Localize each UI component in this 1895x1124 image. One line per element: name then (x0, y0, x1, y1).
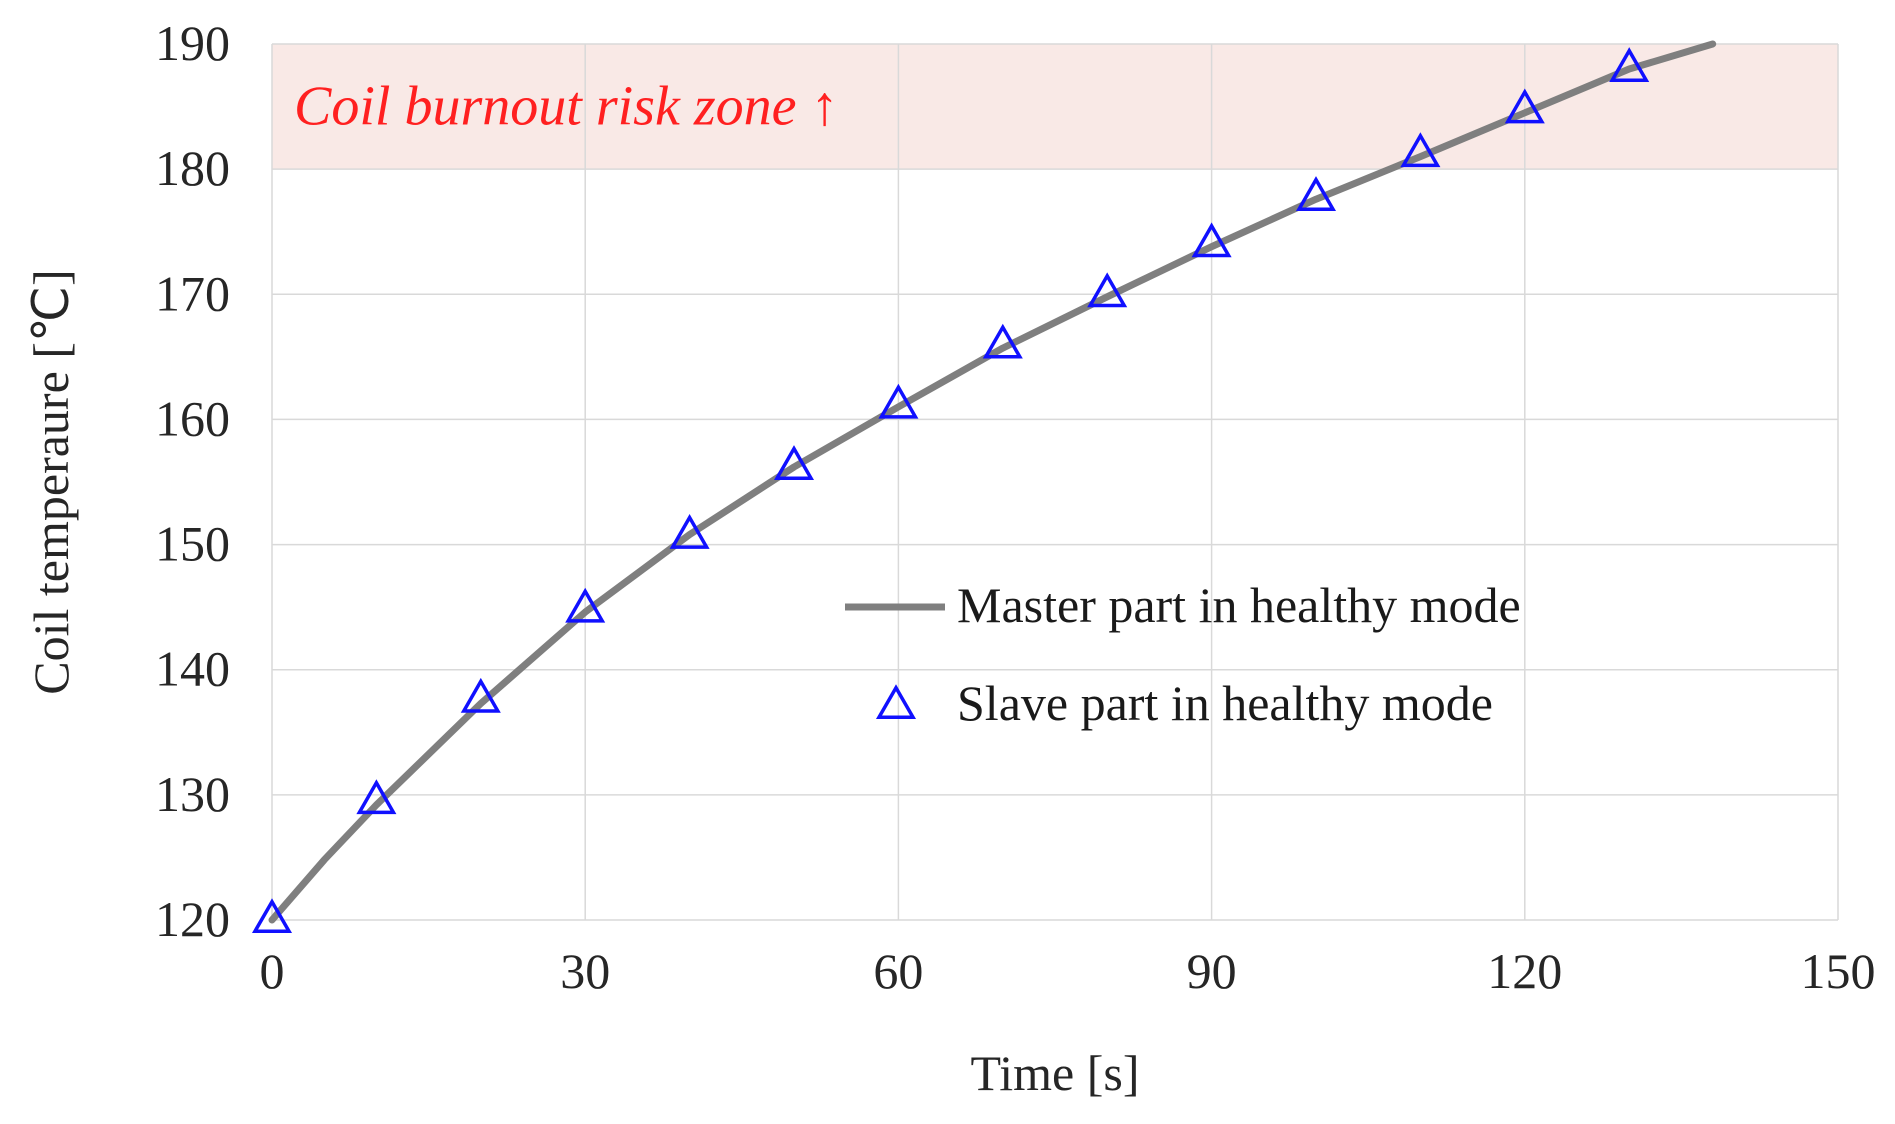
y-tick-label: 160 (155, 390, 230, 446)
x-tick-label: 30 (560, 943, 610, 999)
slave-series-point (669, 513, 710, 549)
risk-zone-label: Coil burnout risk zone ↑ (294, 76, 838, 138)
y-tick-label: 120 (155, 891, 230, 947)
legend-slave-label: Slave part in healthy mode (957, 675, 1493, 731)
y-tick-label: 150 (155, 516, 230, 572)
slave-series-point (1400, 132, 1441, 168)
x-axis-title: Time [s] (970, 1045, 1139, 1101)
x-tick-label: 90 (1187, 943, 1237, 999)
x-tick-label: 60 (873, 943, 923, 999)
slave-series-point (460, 677, 501, 713)
slave-series-point (251, 898, 293, 933)
slave-series-point (565, 587, 606, 623)
y-axis-title: Coil temperaure [℃] (23, 269, 79, 694)
slave-series-point (878, 383, 919, 419)
slave-series-point (356, 779, 397, 815)
legend-slave-swatch (875, 684, 917, 719)
y-axis: 120 130 140 150 160 170 180 190 (155, 15, 230, 947)
y-tick-label: 170 (155, 265, 230, 321)
slave-series-point (1504, 88, 1545, 124)
y-tick-label: 130 (155, 766, 230, 822)
slave-series-point (1295, 176, 1337, 211)
master-series-line (268, 40, 1717, 924)
grid-lines (271, 43, 1839, 921)
legend: Master part in healthy mode Slave part i… (845, 577, 1521, 731)
slave-series-point (773, 445, 815, 480)
series-layer (251, 40, 1717, 933)
slave-series-point (1191, 222, 1232, 258)
x-axis: 0 30 60 90 120 150 (260, 943, 1876, 999)
x-tick-label: 120 (1487, 943, 1562, 999)
y-tick-label: 190 (155, 15, 230, 71)
slave-series-point (1087, 272, 1128, 308)
y-tick-label: 180 (155, 140, 230, 196)
x-tick-label: 0 (260, 943, 285, 999)
slave-series-point (1609, 47, 1650, 83)
x-tick-label: 150 (1801, 943, 1876, 999)
legend-master-label: Master part in healthy mode (957, 577, 1521, 633)
y-tick-label: 140 (155, 641, 230, 697)
risk-zone-band (272, 44, 1838, 170)
slave-series-point (982, 323, 1023, 359)
